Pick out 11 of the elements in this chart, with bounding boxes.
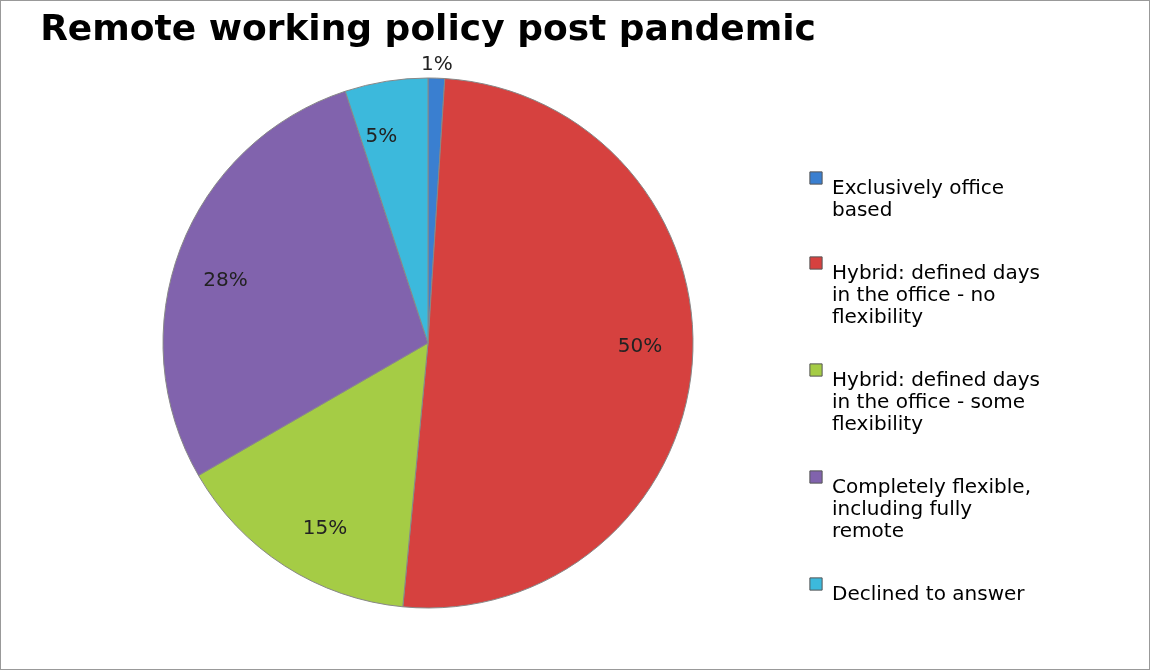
legend-label: Hybrid: defined days in the office - some flexibility bbox=[832, 367, 1040, 435]
data-label: 15% bbox=[302, 515, 348, 540]
legend-label: Declined to answer bbox=[832, 581, 1026, 605]
data-label: 1% bbox=[420, 51, 453, 76]
legend-label: Exclusively office based bbox=[832, 175, 1005, 221]
data-label: 28% bbox=[203, 267, 248, 292]
data-label: 5% bbox=[365, 123, 398, 148]
data-label: 50% bbox=[617, 333, 663, 358]
chart-title: Remote working policy post pandemic bbox=[40, 7, 816, 49]
legend-label: Completely flexible, including fully remote bbox=[832, 474, 1031, 542]
legend-label: Hybrid: defined days in the office - no flexibility bbox=[832, 260, 1040, 328]
